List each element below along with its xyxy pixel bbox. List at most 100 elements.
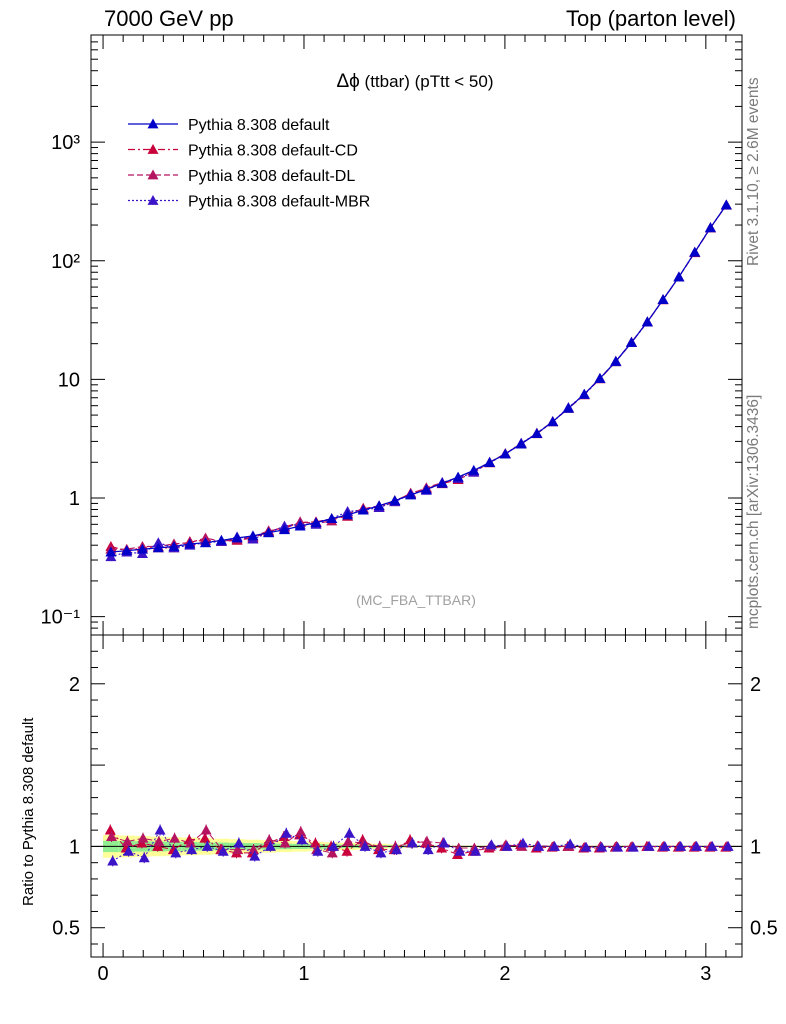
ratio-line: [112, 829, 729, 862]
ratio-point: [722, 840, 734, 851]
ratio-point: [580, 841, 592, 852]
ratio-point: [706, 840, 718, 851]
ratio-point: [295, 826, 307, 837]
data-point: [578, 388, 590, 399]
ratio-point: [107, 855, 119, 866]
data-point: [373, 500, 385, 511]
data-point: [405, 489, 417, 500]
data-point: [168, 541, 180, 551]
ratio-point: [123, 845, 135, 856]
ratio-point: [359, 840, 371, 851]
data-point: [152, 537, 164, 548]
data-point: [326, 513, 338, 524]
ratio-point: [279, 837, 291, 848]
ratio-point: [691, 840, 703, 851]
data-point: [136, 543, 148, 554]
series-line: [110, 204, 727, 552]
data-point: [247, 530, 259, 541]
ratio-tick-label: 0.5: [750, 918, 778, 940]
ratio-point: [343, 827, 355, 838]
ratio-point: [201, 840, 213, 851]
data-point: [641, 316, 653, 327]
data-point: [184, 538, 196, 549]
data-point: [231, 532, 243, 543]
ratio-point: [675, 840, 687, 851]
legend-marker: [147, 169, 159, 180]
data-point: [468, 464, 480, 475]
y-tick-label: 10⁻¹: [41, 607, 81, 629]
ratio-point: [328, 840, 340, 851]
ratio-point: [186, 844, 198, 855]
data-point: [452, 471, 464, 482]
y-tick-label: 10: [58, 369, 80, 391]
ratio-point: [659, 840, 671, 851]
ratio-point: [105, 831, 117, 842]
ratio-point: [596, 841, 608, 852]
data-point: [152, 542, 164, 553]
legend-label: Pythia 8.308 default-DL: [188, 168, 355, 185]
data-point: [294, 520, 306, 531]
data-point: [515, 438, 527, 449]
data-point: [310, 517, 322, 528]
x-tick-label: 3: [700, 963, 711, 985]
ratio-point: [612, 841, 624, 852]
energy-label: 7000 GeV pp: [104, 6, 234, 31]
ratio-tick-label: 2: [750, 674, 761, 696]
ratio-point: [342, 836, 354, 846]
data-point: [105, 546, 117, 557]
ratio-point: [341, 845, 353, 856]
legend-label: Pythia 8.308 default: [188, 117, 330, 134]
ratio-point: [374, 840, 386, 851]
ratio-point: [233, 837, 245, 848]
ratio-point: [422, 844, 434, 855]
ratio-point: [154, 824, 166, 835]
ratio-line: [109, 829, 726, 856]
data-point: [673, 271, 685, 282]
legend-marker: [147, 118, 159, 129]
ratio-point: [564, 838, 576, 849]
ratio-point: [264, 840, 276, 851]
data-point: [200, 537, 212, 548]
ratio-tick-label: 2: [69, 674, 80, 696]
legend-label: Pythia 8.308 default-CD: [188, 143, 358, 160]
ratio-point: [199, 832, 211, 843]
ratio-frame: [90, 634, 743, 958]
ratio-point: [549, 840, 561, 851]
ratio-point: [217, 845, 229, 856]
ratio-point: [137, 832, 149, 843]
ratio-point: [421, 836, 433, 846]
analysis-watermark: (MC_FBA_TTBAR): [356, 592, 476, 608]
data-point: [278, 524, 290, 535]
data-point: [436, 477, 448, 488]
data-point: [357, 504, 369, 515]
data-point: [342, 509, 354, 520]
ratio-point: [248, 844, 260, 855]
ratio-point: [263, 834, 275, 845]
data-point: [594, 372, 606, 383]
data-point: [610, 355, 622, 366]
ratio-line: [111, 829, 727, 854]
ratio-point: [326, 847, 338, 858]
ratio-point: [438, 837, 450, 848]
ratio-point: [296, 834, 308, 845]
data-point: [531, 427, 543, 438]
ratio-point: [406, 837, 418, 848]
ratio-point: [249, 850, 261, 861]
data-point: [484, 457, 496, 467]
ratio-point: [312, 845, 324, 856]
data-point: [121, 545, 133, 556]
data-point: [689, 246, 701, 257]
ratio-point: [138, 852, 150, 863]
ratio-point: [184, 837, 196, 848]
ratio-point: [169, 832, 181, 843]
ratio-point: [485, 839, 497, 850]
process-label: Top (parton level): [566, 6, 736, 31]
ratio-tick-label: 1: [69, 836, 80, 858]
ratio-point: [104, 824, 116, 835]
data-point: [562, 402, 574, 413]
ratio-point: [501, 840, 513, 851]
y-tick-label: 10³: [51, 132, 80, 154]
ratio-point: [517, 837, 529, 848]
series-line: [110, 204, 727, 553]
